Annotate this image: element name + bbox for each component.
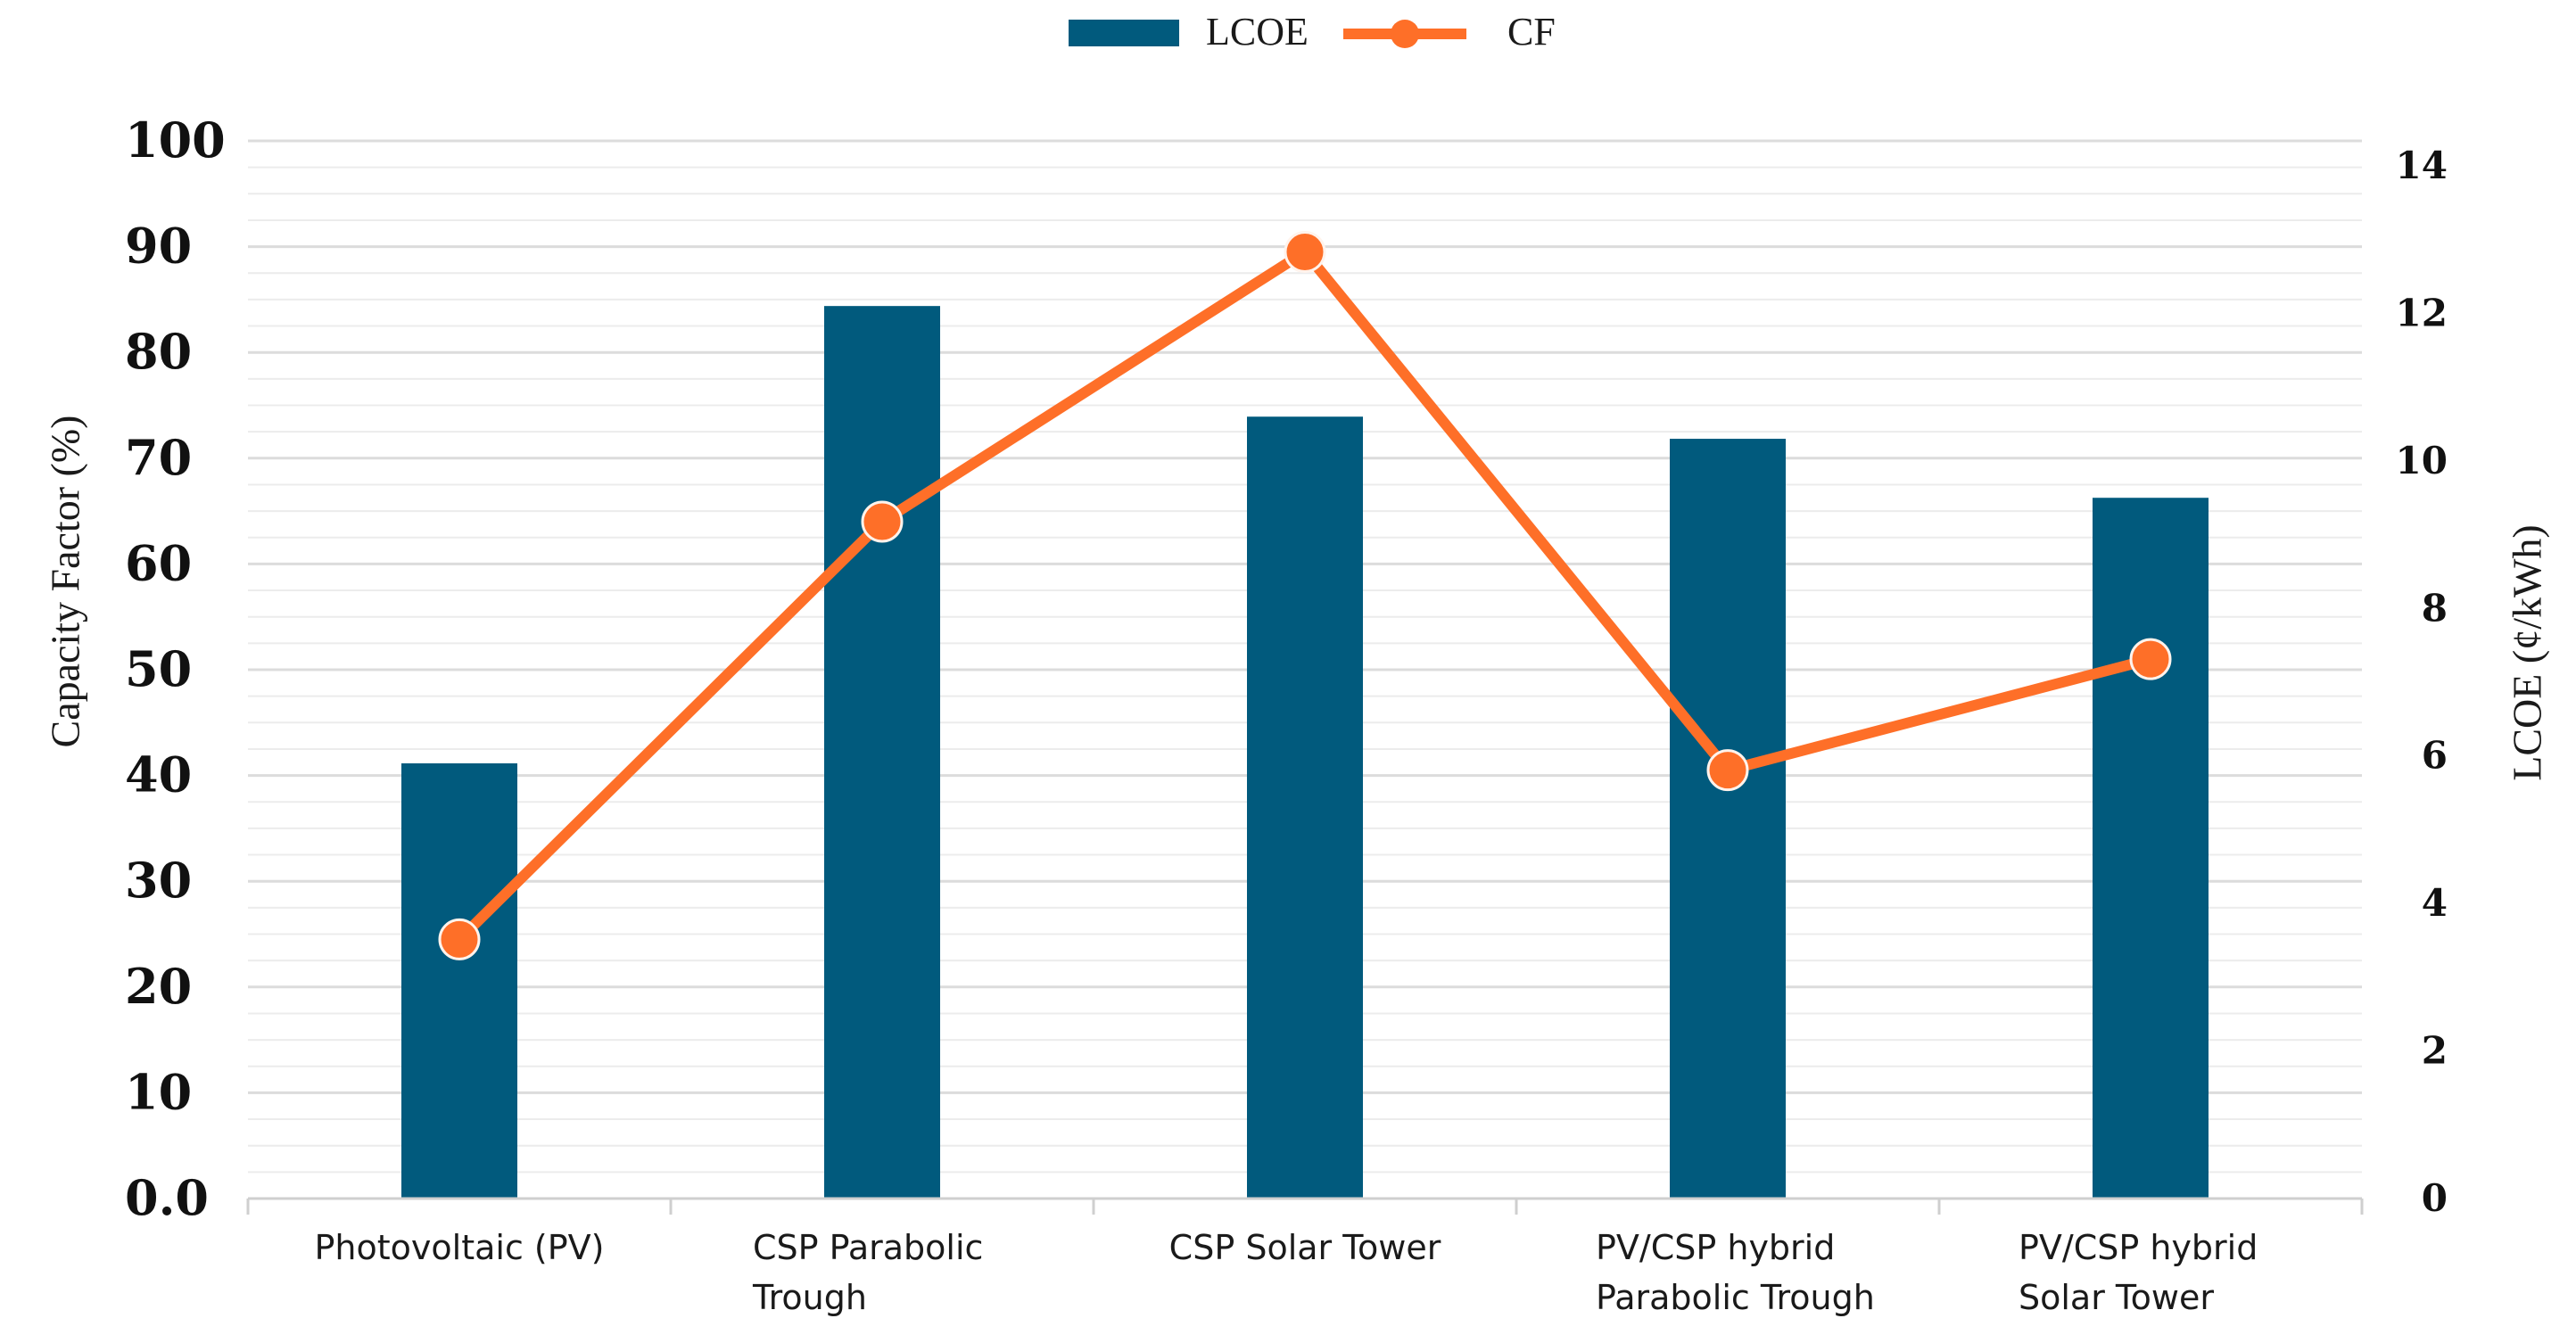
cf-point: [2129, 638, 2172, 680]
right-tick-label: 2: [2422, 1029, 2448, 1073]
left-tick-label: 90: [125, 218, 192, 275]
category-label: CSP Parabolic Trough: [752, 1228, 983, 1317]
cf-point: [1706, 749, 1749, 792]
x-axis-ticks: [246, 1199, 2364, 1215]
left-tick-label: 0.0: [125, 1169, 209, 1226]
left-tick-label: 20: [125, 958, 192, 1015]
right-tick-label: 10: [2396, 439, 2448, 482]
cf-point: [861, 500, 904, 543]
left-tick-label: 10: [125, 1063, 192, 1120]
lcoe-bar: [824, 306, 940, 1199]
left-axis-title: Capacity Factor (%): [43, 416, 88, 748]
right-tick-label: 8: [2422, 586, 2448, 630]
category-label: Photovoltaic (PV): [315, 1228, 605, 1267]
left-tick-label: 60: [125, 534, 192, 591]
category-label: PV/CSP hybrid Parabolic Trough: [1596, 1228, 1875, 1317]
right-tick-label: 14: [2396, 144, 2448, 187]
lcoe-bar: [401, 762, 517, 1199]
cf-line: [438, 231, 2172, 960]
legend: LCOE CF: [1069, 10, 1556, 54]
right-axis-ticks: 0 2 4 6 8 10 12 14: [2396, 144, 2448, 1220]
legend-label-cf: CF: [1507, 10, 1556, 54]
category-label: CSP Solar Tower: [1169, 1228, 1441, 1267]
legend-swatch-lcoe: [1069, 20, 1179, 46]
legend-label-lcoe: LCOE: [1206, 10, 1309, 54]
category-label: PV/CSP hybrid Solar Tower: [2019, 1228, 2258, 1317]
category-labels: Photovoltaic (PV) CSP Parabolic Trough CSP …: [315, 1228, 2258, 1317]
right-axis-title: LCOE (¢/kWh): [2505, 524, 2550, 780]
cf-point: [438, 918, 481, 960]
left-tick-label: 40: [125, 746, 192, 803]
right-tick-label: 6: [2422, 734, 2448, 778]
right-tick-label: 0: [2422, 1176, 2448, 1220]
left-axis-ticks: 0.0 10 20 30 40 50 60 70 80 90 100: [125, 111, 226, 1226]
legend-swatch-cf-marker: [1391, 20, 1419, 48]
left-tick-label: 100: [125, 111, 226, 169]
lcoe-bar: [2093, 498, 2209, 1199]
left-tick-label: 30: [125, 852, 192, 909]
left-tick-label: 80: [125, 323, 192, 380]
left-tick-label: 50: [125, 640, 192, 697]
lcoe-bar: [1670, 439, 1786, 1199]
lcoe-bar: [1247, 416, 1363, 1199]
lcoe-bars: [401, 306, 2209, 1199]
right-tick-label: 12: [2396, 291, 2448, 334]
left-tick-label: 70: [125, 429, 192, 486]
cf-point: [1284, 231, 1326, 274]
right-tick-label: 4: [2422, 881, 2448, 925]
